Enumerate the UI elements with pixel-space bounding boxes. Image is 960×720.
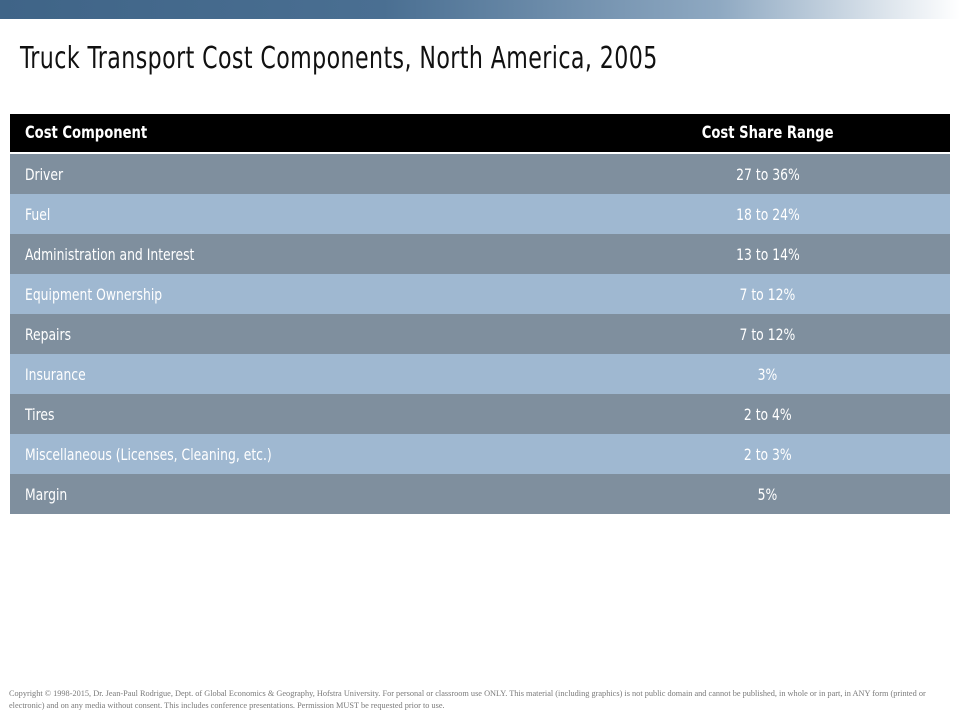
cell-component: Equipment Ownership (25, 284, 163, 304)
cell-range: 13 to 14% (735, 244, 800, 264)
table-row: Equipment Ownership 7 to 12% (10, 274, 950, 314)
top-decorative-band (0, 0, 960, 19)
cell-range: 27 to 36% (735, 164, 800, 184)
table-row: Miscellaneous (Licenses, Cleaning, etc.)… (10, 434, 950, 474)
cell-range: 3% (757, 364, 778, 384)
cell-component: Insurance (25, 364, 86, 384)
table-row: Driver 27 to 36% (10, 153, 950, 194)
cell-component: Tires (25, 404, 55, 424)
copyright-notice: Copyright © 1998-2015, Dr. Jean-Paul Rod… (9, 689, 926, 710)
cell-range: 5% (757, 484, 778, 504)
table-row: Repairs 7 to 12% (10, 314, 950, 354)
cell-component: Margin (25, 484, 68, 504)
table-row: Fuel 18 to 24% (10, 194, 950, 234)
cost-components-table: Cost Component Cost Share Range Driver 2… (10, 114, 950, 514)
cell-component: Administration and Interest (25, 244, 195, 264)
cell-component: Driver (25, 164, 64, 184)
table-row: Tires 2 to 4% (10, 394, 950, 434)
cell-component: Fuel (25, 204, 51, 224)
cell-component: Repairs (25, 324, 72, 344)
cell-range: 2 to 3% (743, 444, 792, 464)
cell-range: 7 to 12% (739, 284, 796, 304)
cell-range: 2 to 4% (743, 404, 792, 424)
slide-title: Truck Transport Cost Components, North A… (20, 41, 658, 76)
header-cost-component: Cost Component (25, 123, 148, 143)
table-row: Margin 5% (10, 474, 950, 514)
table-row: Insurance 3% (10, 354, 950, 394)
cell-component: Miscellaneous (Licenses, Cleaning, etc.) (25, 444, 272, 464)
cell-range: 18 to 24% (735, 204, 800, 224)
table-row: Administration and Interest 13 to 14% (10, 234, 950, 274)
header-cost-share-range: Cost Share Range (701, 123, 834, 143)
table-header-row: Cost Component Cost Share Range (10, 114, 950, 153)
cell-range: 7 to 12% (739, 324, 796, 344)
